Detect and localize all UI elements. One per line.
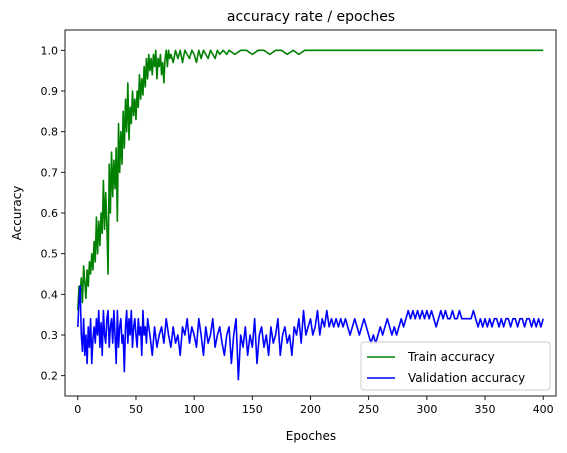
x-tick-label: 300 xyxy=(416,403,437,416)
y-tick-label: 0.9 xyxy=(41,85,59,98)
x-tick-label: 350 xyxy=(475,403,496,416)
x-tick-label: 50 xyxy=(129,403,143,416)
axes-ticks: 0 50 100 150 200 250 300 350 400 0.2 0.3 0.4 0.5 0.6 0… xyxy=(41,44,554,416)
legend-label-train: Train accuracy xyxy=(407,350,495,364)
x-tick-label: 250 xyxy=(358,403,379,416)
x-tick-label: 0 xyxy=(74,403,81,416)
y-tick-label: 0.5 xyxy=(41,248,59,261)
x-tick-label: 400 xyxy=(533,403,554,416)
y-tick-label: 1.0 xyxy=(41,44,59,57)
legend: Train accuracy Validation accuracy xyxy=(360,341,551,391)
series-line-validation xyxy=(77,285,544,381)
plot-area xyxy=(77,49,544,381)
y-tick-label: 0.3 xyxy=(41,329,59,342)
y-tick-label: 0.7 xyxy=(41,166,59,179)
x-tick-label: 150 xyxy=(242,403,263,416)
legend-box xyxy=(360,341,551,391)
x-axis-label: Epoches xyxy=(286,429,336,443)
chart-title: accuracy rate / epoches xyxy=(227,9,395,25)
y-axis-label: Accuracy xyxy=(10,186,24,241)
legend-label-validation: Validation accuracy xyxy=(408,371,525,385)
x-tick-label: 100 xyxy=(184,403,205,416)
y-tick-label: 0.6 xyxy=(41,207,59,220)
y-tick-label: 0.2 xyxy=(41,370,59,383)
x-tick-label: 200 xyxy=(300,403,321,416)
y-tick-label: 0.8 xyxy=(41,126,59,139)
y-tick-label: 0.4 xyxy=(41,288,59,301)
series-line-train xyxy=(77,49,544,311)
